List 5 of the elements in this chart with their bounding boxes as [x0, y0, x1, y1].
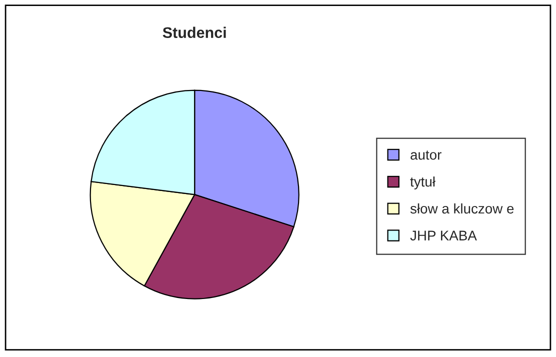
legend-label: tytuł — [410, 176, 436, 190]
legend-label: JHP KABA — [410, 230, 477, 240]
legend-label: autor — [410, 150, 442, 160]
chart-title: Studenci — [162, 26, 226, 38]
legend-label: słow a kluczow e — [410, 203, 514, 214]
